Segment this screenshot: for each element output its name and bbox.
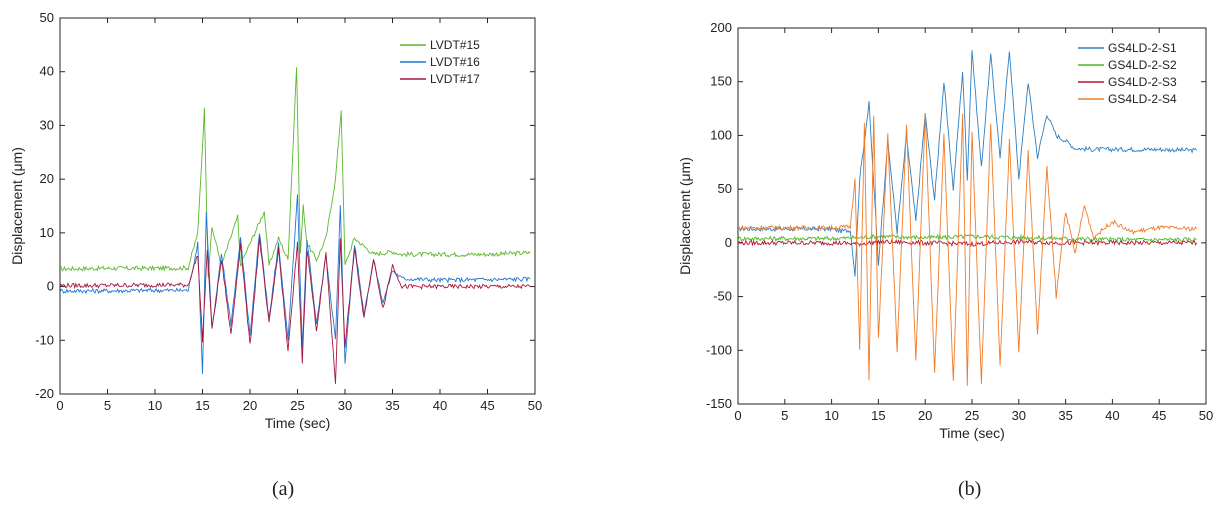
x-axis-label: Time (sec) <box>939 425 1005 441</box>
caption-b: (b) <box>958 478 982 500</box>
caption-a: (a) <box>272 478 295 500</box>
series-line-lvdt-17 <box>60 236 531 384</box>
y-tick-label: 50 <box>718 181 732 196</box>
figure-a: 0 5 10 15 20 25 30 35 40 45 50 -20 -10 0 10 20 30 40 50 Tim… <box>0 0 560 509</box>
y-axis-label: Displacement (μm) <box>9 147 25 265</box>
legend-entry: LVDT#17 <box>430 72 480 86</box>
y-tick-label: 20 <box>40 171 54 186</box>
y-axis-label: Displacement (μm) <box>677 157 693 275</box>
series-line-lvdt-16 <box>60 194 531 375</box>
figure-b: 0 5 10 15 20 25 30 35 40 45 50 -150 -100 -50 0 50 100 150… <box>660 0 1231 509</box>
legend-entry: GS4LD-2-S2 <box>1108 58 1177 72</box>
legend-entry: GS4LD-2-S4 <box>1108 92 1177 106</box>
y-tick-label: -50 <box>713 289 732 304</box>
x-tick-label: 10 <box>148 398 162 413</box>
y-tick-label: 30 <box>40 117 54 132</box>
x-tick-label: 0 <box>734 408 741 423</box>
y-tick-label: 100 <box>710 127 732 142</box>
x-tick-label: 25 <box>290 398 304 413</box>
x-tick-label: 10 <box>824 408 838 423</box>
legend-entry: GS4LD-2-S3 <box>1108 75 1177 89</box>
x-tick-label: 15 <box>871 408 885 423</box>
legend-entry: GS4LD-2-S1 <box>1108 41 1177 55</box>
y-tick-label: -100 <box>706 342 732 357</box>
x-tick-label: 15 <box>195 398 209 413</box>
x-tick-label: 25 <box>965 408 979 423</box>
x-tick-label: 5 <box>104 398 111 413</box>
legend: GS4LD-2-S1 GS4LD-2-S2 GS4LD-2-S3 GS4LD-2-S4 <box>1078 41 1177 106</box>
x-tick-label: 20 <box>918 408 932 423</box>
y-tick-label: 200 <box>710 20 732 35</box>
series-line-gs4ld-2-s1 <box>738 50 1197 277</box>
series-group <box>60 67 531 384</box>
x-tick-label: 20 <box>243 398 257 413</box>
chart-b: 0 5 10 15 20 25 30 35 40 45 50 -150 -100 -50 0 50 100 150… <box>677 20 1213 441</box>
plot-area <box>737 27 1207 405</box>
legend-entry: LVDT#16 <box>430 55 480 69</box>
y-tick-label: -20 <box>35 386 54 401</box>
x-axis-label: Time (sec) <box>265 415 331 431</box>
y-tick-label: 50 <box>40 10 54 25</box>
y-tick-label: -150 <box>706 396 732 411</box>
y-tick-label: 10 <box>40 225 54 240</box>
x-tick-label: 30 <box>338 398 352 413</box>
series-line-gs4ld-2-s3 <box>738 238 1197 247</box>
series-line-gs4ld-2-s4 <box>738 113 1197 386</box>
x-tick-label: 5 <box>781 408 788 423</box>
x-tick-label: 35 <box>385 398 399 413</box>
x-tick-label: 45 <box>1152 408 1166 423</box>
x-tick-label: 40 <box>1105 408 1119 423</box>
y-tick-label: -10 <box>35 332 54 347</box>
x-tick-label: 35 <box>1058 408 1072 423</box>
y-tick-label: 0 <box>47 279 54 294</box>
y-tick-label: 150 <box>710 74 732 89</box>
y-tick-label: 0 <box>725 235 732 250</box>
legend: LVDT#15 LVDT#16 LVDT#17 <box>400 38 480 86</box>
x-tick-label: 40 <box>433 398 447 413</box>
chart-a: 0 5 10 15 20 25 30 35 40 45 50 -20 -10 0 10 20 30 40 50 Tim… <box>9 10 542 431</box>
series-group <box>738 50 1197 386</box>
x-tick-label: 45 <box>480 398 494 413</box>
x-tick-label: 0 <box>56 398 63 413</box>
x-tick-label: 30 <box>1012 408 1026 423</box>
x-tick-label: 50 <box>1199 408 1213 423</box>
x-tick-label: 50 <box>528 398 542 413</box>
series-line-lvdt-15 <box>60 67 531 278</box>
legend-entry: LVDT#15 <box>430 38 480 52</box>
series-line-gs4ld-2-s2 <box>738 233 1197 244</box>
y-tick-label: 40 <box>40 64 54 79</box>
